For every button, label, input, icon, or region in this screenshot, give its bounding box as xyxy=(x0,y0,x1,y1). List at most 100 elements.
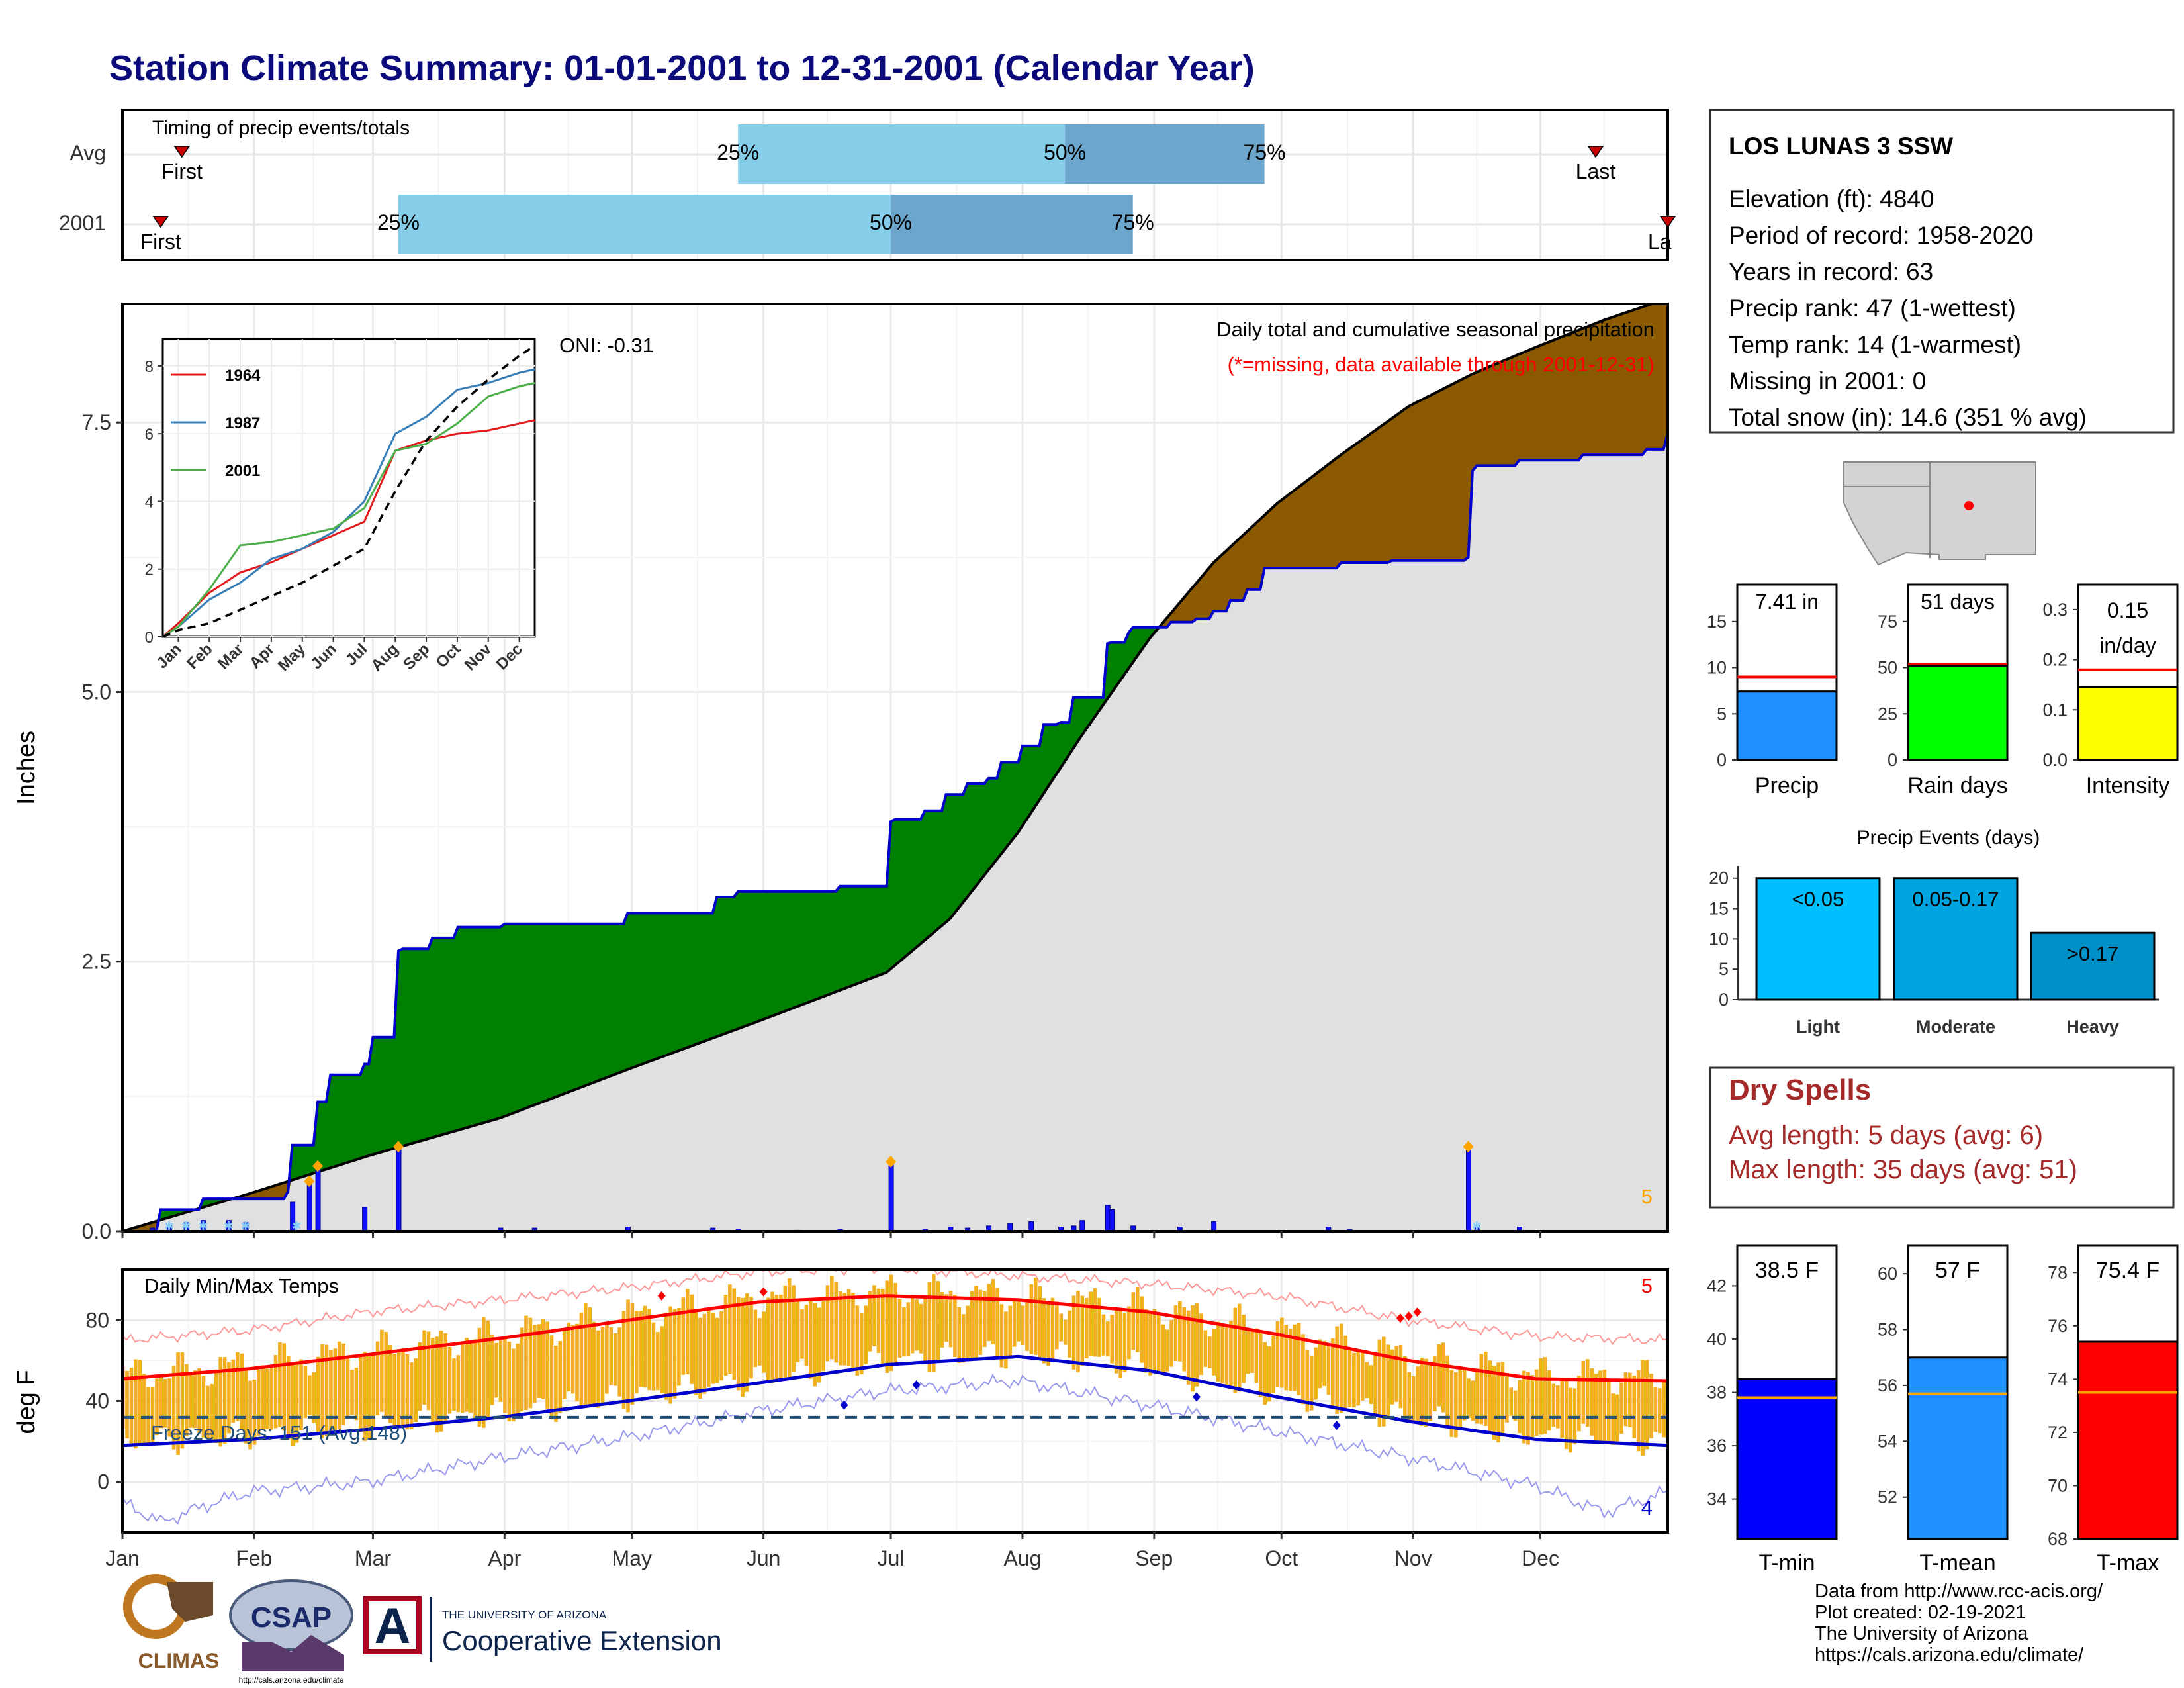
daily-precip-bar xyxy=(948,1226,954,1231)
daily-temp-bar xyxy=(189,1372,193,1428)
inset-x-tick-label: Oct xyxy=(433,640,464,671)
precip-main-panel: ✱ ✱ ✱ ✱ ✱ ✱ ✱ 0.0 2.5 5.0 7.5 Inches Daily total … xyxy=(13,303,1669,1243)
precip-events-category: Moderate xyxy=(1916,1017,1995,1037)
climas-logo: CLIMAS xyxy=(123,1574,219,1673)
station-detail-line: Period of record: 1958-2020 xyxy=(1729,222,2034,249)
precip-summary-value: 7.41 in xyxy=(1755,590,1819,614)
precip-events-tick-label: 0 xyxy=(1719,990,1729,1009)
record-high-marker xyxy=(1396,1313,1404,1323)
temp-summary-tick-label: 52 xyxy=(1878,1487,1897,1507)
daily-temp-bar xyxy=(1173,1305,1178,1362)
daily-precip-bar xyxy=(1007,1223,1013,1231)
daily-temp-bar xyxy=(1628,1372,1632,1427)
daily-temp-bar xyxy=(1084,1297,1089,1359)
inset-x-tick-label: Jun xyxy=(308,640,340,673)
temp-summary-value: 38.5 F xyxy=(1755,1258,1819,1283)
daily-temp-bar xyxy=(1267,1346,1271,1402)
daily-temp-bar xyxy=(1645,1360,1649,1450)
temp-x-tick-label: May xyxy=(612,1546,652,1570)
temp-summary-tick-label: 56 xyxy=(1878,1376,1897,1395)
daily-temp-bar xyxy=(813,1303,817,1387)
daily-precip-bar xyxy=(315,1168,321,1231)
inset-legend-label: 2001 xyxy=(225,462,260,480)
daily-temp-bar xyxy=(1101,1314,1106,1356)
daily-temp-bar xyxy=(1050,1297,1055,1361)
daily-temp-bar xyxy=(286,1356,291,1440)
daily-temp-bar xyxy=(1152,1309,1157,1374)
temp-y-label: deg F xyxy=(13,1370,40,1434)
daily-temp-bar xyxy=(1331,1338,1335,1407)
daily-temp-bar xyxy=(1169,1319,1173,1367)
daily-temp-bar xyxy=(1518,1380,1522,1434)
daily-temp-bar xyxy=(974,1286,978,1359)
daily-temp-bar xyxy=(227,1362,231,1434)
precip-events-bar-label: >0.17 xyxy=(2067,942,2118,965)
inset-y-tick-label: 2 xyxy=(145,561,154,579)
precip-summary-tick-label: 0 xyxy=(1888,750,1897,770)
daily-temp-bar xyxy=(273,1355,278,1429)
inset-series-line xyxy=(162,419,535,638)
daily-temp-bar xyxy=(1216,1321,1220,1382)
timing-quantile-label: 75% xyxy=(1244,140,1286,164)
daily-temp-bar xyxy=(265,1368,269,1429)
map-states-shape xyxy=(1843,461,2036,566)
climas-logo-shape xyxy=(167,1582,213,1622)
daily-temp-bar xyxy=(1326,1344,1331,1395)
daily-precip-bar xyxy=(1058,1226,1064,1231)
daily-temp-bar xyxy=(834,1281,839,1363)
daily-temp-bar xyxy=(477,1327,482,1427)
precip-events-tick-label: 20 xyxy=(1709,868,1729,888)
daily-temp-bar xyxy=(1483,1352,1488,1426)
precip-summary-tick-label: 0.0 xyxy=(2042,750,2068,770)
daily-temp-bar xyxy=(1522,1370,1526,1444)
daily-temp-bar xyxy=(155,1378,159,1436)
daily-temp-bar xyxy=(1662,1382,1666,1438)
precip-events-chart: Precip Events (days) 0 5 10 15 20 <0.05 Light 0.… xyxy=(1709,827,2159,1037)
station-details: Elevation (ft): 4840 Period of record: 19… xyxy=(1729,185,2087,431)
daily-temp-bar xyxy=(206,1385,210,1439)
daily-temp-bar xyxy=(855,1305,860,1376)
daily-temp-bar xyxy=(1382,1336,1386,1427)
precip-events-tick-label: 5 xyxy=(1719,959,1729,979)
daily-temp-bar xyxy=(1556,1385,1560,1429)
ua-logo-line1: THE UNIVERSITY OF ARIZONA xyxy=(442,1609,607,1621)
daily-temp-bar xyxy=(1322,1340,1326,1386)
daily-temp-bar xyxy=(749,1296,753,1379)
daily-temp-bar xyxy=(668,1306,672,1404)
temp-x-tick-label: Dec xyxy=(1522,1546,1559,1570)
daily-temp-bar xyxy=(1369,1365,1373,1405)
daily-temp-bar xyxy=(596,1330,600,1408)
daily-temp-bar xyxy=(1157,1313,1161,1372)
temp-summary-label: T-min xyxy=(1759,1550,1815,1575)
record-high-marker xyxy=(657,1291,666,1301)
temp-x-tick-label: Aug xyxy=(1003,1546,1041,1570)
daily-temp-bar xyxy=(1182,1307,1187,1372)
daily-temp-bar xyxy=(656,1331,660,1391)
daily-temp-bar xyxy=(902,1307,906,1357)
daily-temp-bar xyxy=(1012,1299,1017,1347)
inset-lines xyxy=(162,344,535,638)
heavy-precip-marker xyxy=(1463,1141,1474,1153)
record-high-marker xyxy=(1413,1307,1422,1317)
footer-credits: Data from http://www.rcc-acis.org/ Plot … xyxy=(1815,1581,2103,1665)
station-detail-line: Missing in 2001: 0 xyxy=(1729,367,1926,395)
daily-temp-bar xyxy=(983,1291,987,1348)
daily-precip-bar xyxy=(306,1183,312,1231)
daily-temp-bar xyxy=(732,1288,737,1380)
daily-temp-bar xyxy=(1186,1310,1191,1385)
precip-summary-tick-label: 0.2 xyxy=(2042,650,2068,670)
daily-precip-bar xyxy=(150,1227,156,1231)
precip-summary-tick-label: 0 xyxy=(1717,750,1727,770)
daily-temp-bar xyxy=(1148,1312,1152,1376)
daily-temp-bar xyxy=(966,1305,970,1360)
daily-precip-bar xyxy=(1466,1149,1472,1231)
record-low-marker xyxy=(912,1380,921,1390)
station-detail-line: Precip rank: 47 (1-wettest) xyxy=(1729,295,2016,322)
daily-temp-bar xyxy=(681,1297,686,1375)
timing-bar-q25-q50 xyxy=(738,124,1066,184)
record-low-marker xyxy=(840,1400,848,1410)
daily-temp-bar xyxy=(745,1293,749,1392)
daily-temp-bar xyxy=(1343,1335,1347,1409)
daily-temp-bar xyxy=(316,1356,320,1434)
daily-temp-bar xyxy=(830,1276,834,1360)
